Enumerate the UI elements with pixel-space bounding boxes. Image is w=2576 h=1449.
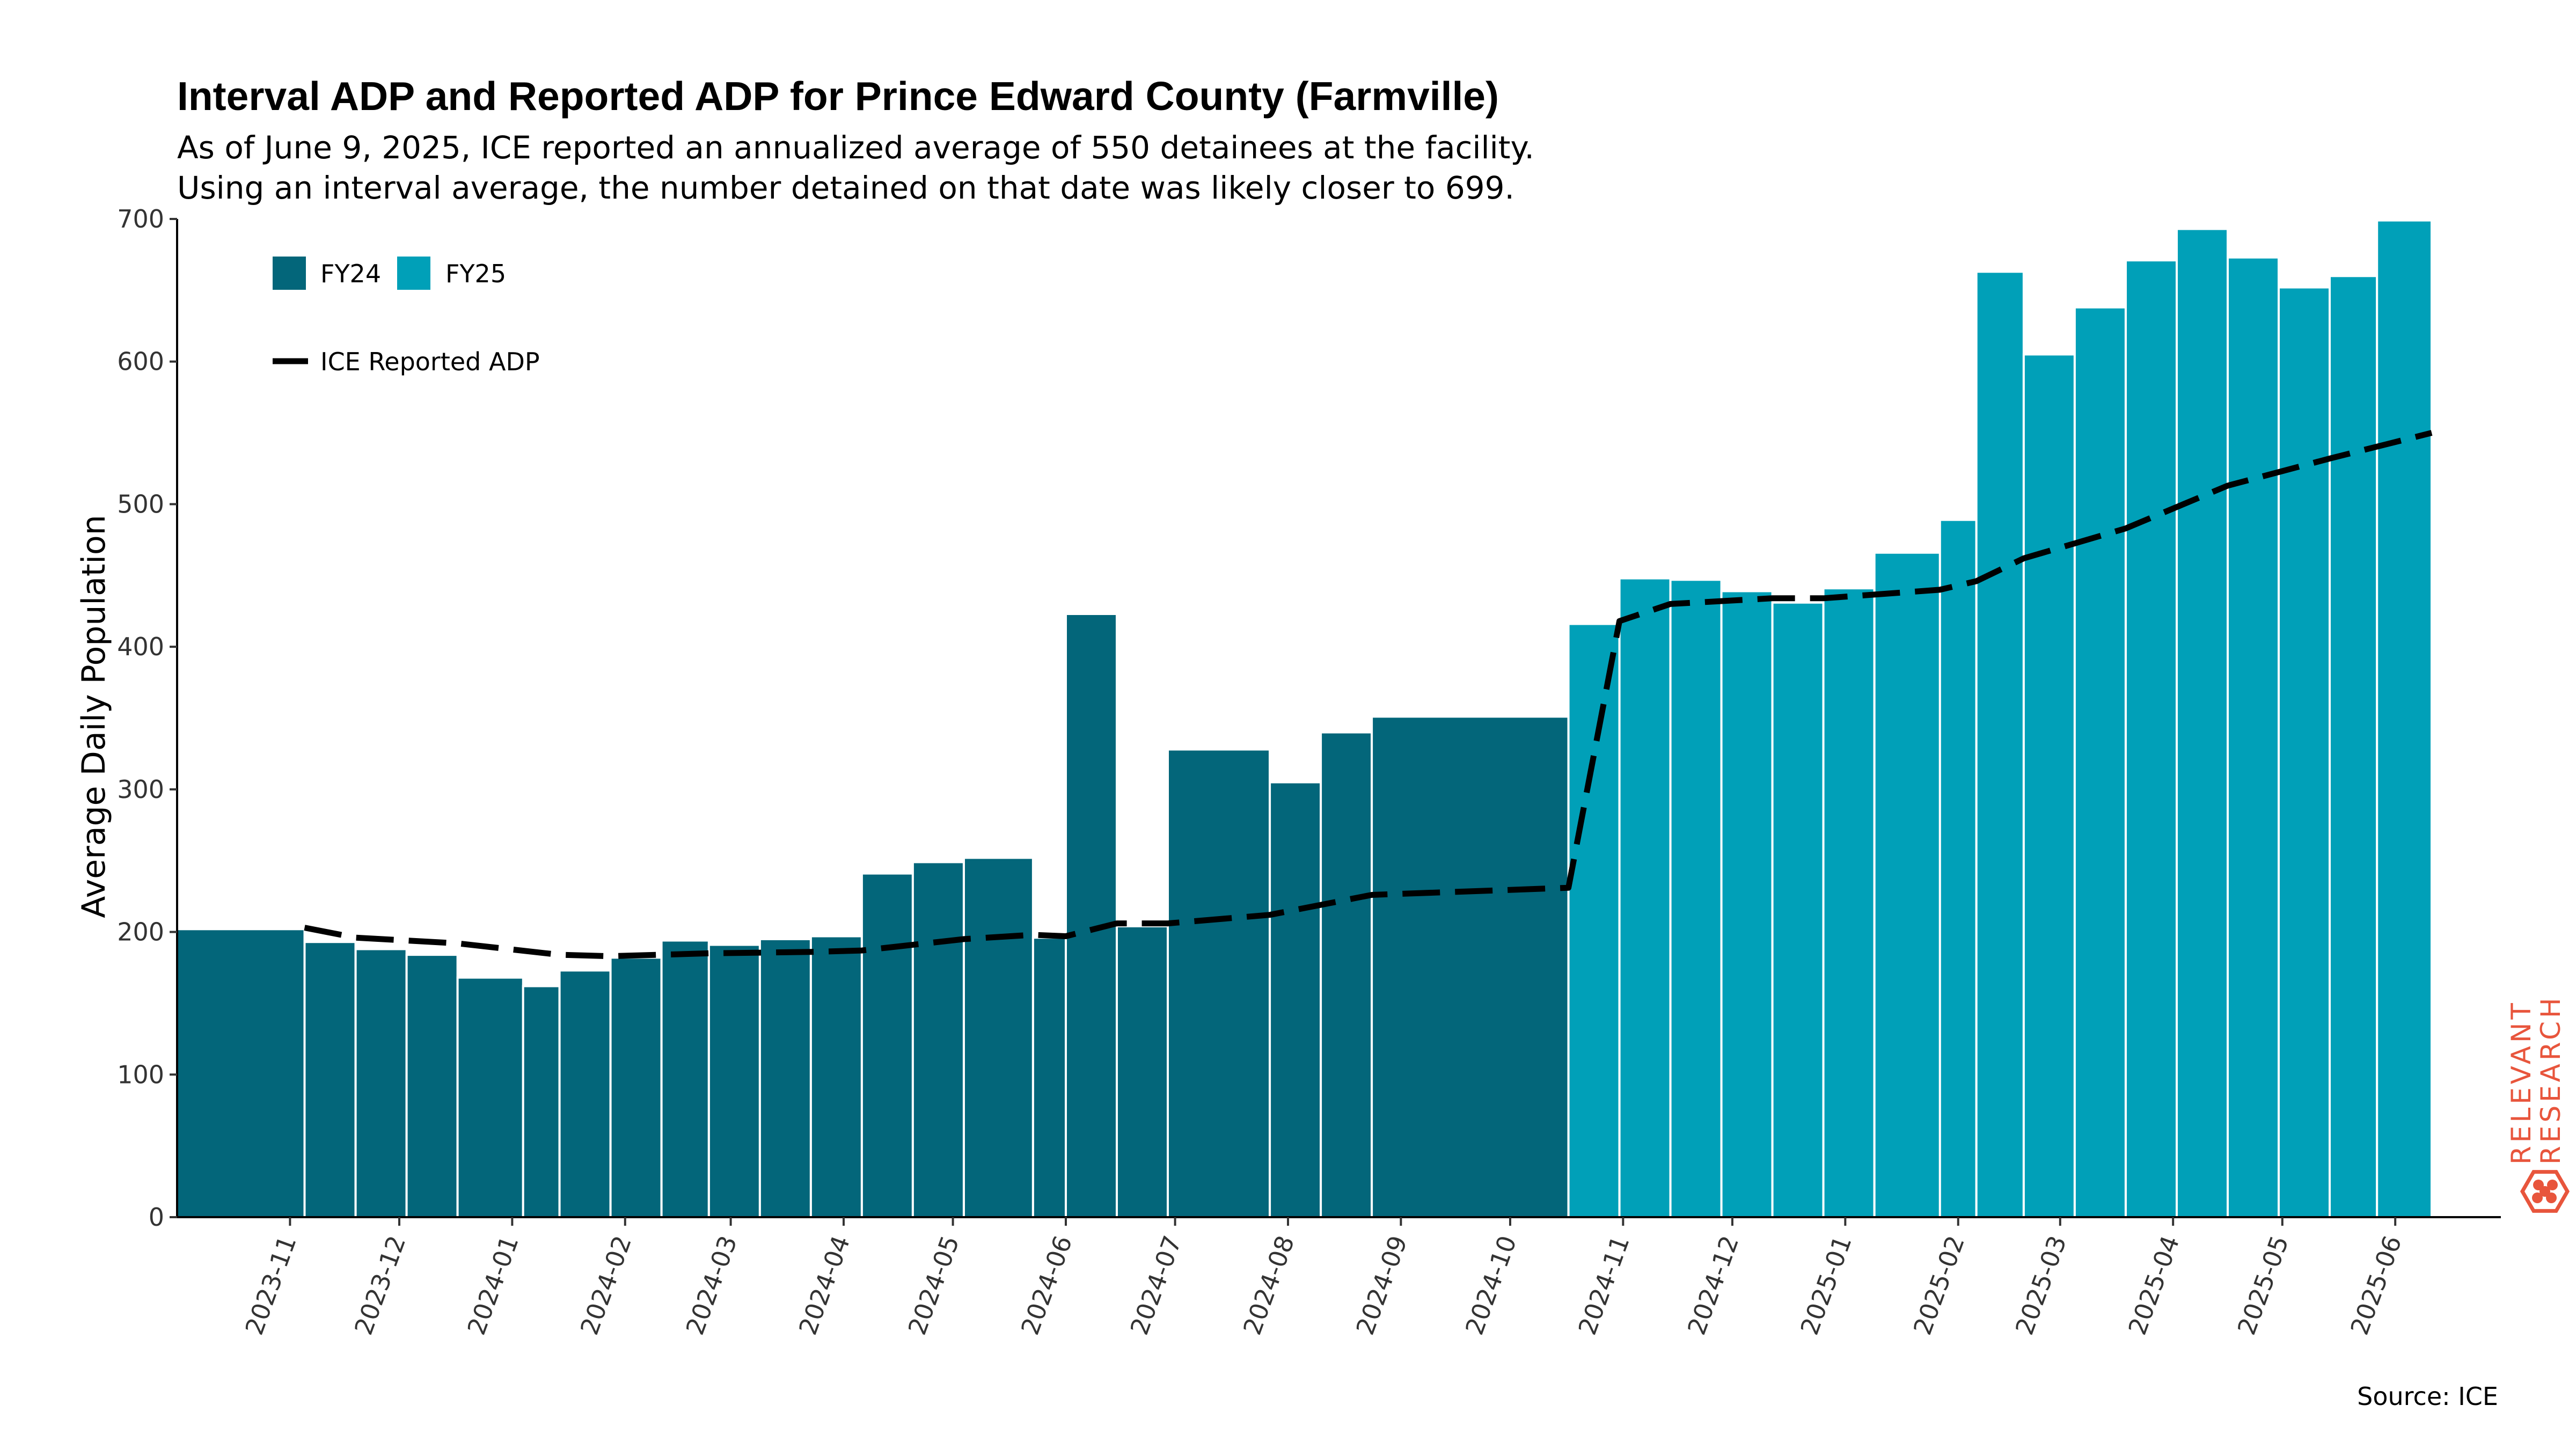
y-tick-label-700: 700 xyxy=(117,204,164,233)
reported-adp-line-group xyxy=(304,430,2433,960)
x-tick-label-2025-03: 2025-03 xyxy=(2010,1232,2072,1338)
bar-fy24-19 xyxy=(1167,748,1271,1218)
bar-fy25-13 xyxy=(2176,228,2229,1219)
bar-fy25-16 xyxy=(2329,275,2379,1218)
logo-hexagon-icon xyxy=(2520,1170,2570,1213)
x-tick-label-2024-11: 2024-11 xyxy=(1572,1232,1635,1338)
bar-fy24-15 xyxy=(963,857,1034,1218)
bar-fy25-10 xyxy=(2022,353,2076,1218)
x-tick-label-2024-01: 2024-01 xyxy=(462,1232,524,1338)
logo-text-line-2: RESEARCH xyxy=(2535,994,2566,1165)
x-tick-label-2024-10: 2024-10 xyxy=(1460,1232,1522,1338)
x-tick-label-2024-06: 2024-06 xyxy=(1015,1232,1078,1338)
logo-dot-5 xyxy=(2540,1186,2550,1197)
x-tick-label-2024-12: 2024-12 xyxy=(1682,1232,1744,1338)
y-tick-label-600: 600 xyxy=(117,347,164,376)
bar-fy24-2 xyxy=(303,941,357,1218)
x-tick-label-2024-04: 2024-04 xyxy=(793,1232,855,1338)
bar-fy24-21 xyxy=(1320,731,1373,1218)
bar-fy24-17 xyxy=(1065,613,1118,1218)
bar-fy24-1 xyxy=(176,928,306,1219)
y-axis-label: Average Daily Population xyxy=(75,515,113,918)
x-tick-label-2024-02: 2024-02 xyxy=(575,1232,637,1338)
bar-fy24-7 xyxy=(558,969,612,1219)
x-tick-label-2025-04: 2025-04 xyxy=(2123,1232,2185,1338)
bar-fy24-22 xyxy=(1371,715,1570,1219)
chart-title: Interval ADP and Reported ADP for Prince… xyxy=(177,74,1499,119)
x-tick-label-2024-03: 2024-03 xyxy=(680,1232,742,1338)
bar-fy25-1 xyxy=(1567,623,1621,1218)
bar-fy24-11 xyxy=(758,938,812,1218)
x-tick-label-2025-05: 2025-05 xyxy=(2232,1232,2294,1338)
x-tick-label-2025-02: 2025-02 xyxy=(1908,1232,1970,1338)
y-axis: 0 100 200 300 400 500 600 700 xyxy=(117,204,178,1232)
bar-fy25-7 xyxy=(1873,551,1941,1218)
y-tick-label-200: 200 xyxy=(117,918,164,947)
bar-fy24-4 xyxy=(405,954,459,1218)
legend-label-fy24: FY24 xyxy=(320,259,381,288)
y-tick-label-0: 0 xyxy=(149,1203,164,1232)
logo-text-line-1: RELEVANT xyxy=(2506,1000,2537,1165)
bar-fy25-2 xyxy=(1618,577,1672,1218)
bar-fy25-8 xyxy=(1938,518,1978,1219)
x-tick-label-2024-08: 2024-08 xyxy=(1238,1232,1300,1338)
source-note: Source: ICE xyxy=(2357,1382,2498,1411)
bar-fy25-17 xyxy=(2376,219,2433,1219)
chart-subtitle-line-1: As of June 9, 2025, ICE reported an annu… xyxy=(177,129,1534,166)
reported-adp-line xyxy=(304,430,2433,960)
bar-fy24-5 xyxy=(456,976,524,1218)
bar-fy25-9 xyxy=(1975,270,2025,1218)
bar-fy25-4 xyxy=(1720,590,1774,1218)
x-tick-label-2024-09: 2024-09 xyxy=(1350,1232,1413,1338)
bar-fy25-12 xyxy=(2125,259,2178,1219)
y-tick-label-500: 500 xyxy=(117,489,164,518)
y-tick-label-300: 300 xyxy=(117,775,164,804)
x-axis: 2023-11 2023-12 2024-01 2024-02 2024-03 2024-… xyxy=(177,1216,2501,1338)
bar-fy24-9 xyxy=(660,939,710,1218)
x-tick-label-2023-11: 2023-11 xyxy=(239,1232,302,1338)
bar-fy24-8 xyxy=(609,956,663,1219)
relevant-research-logo: RELEVANT RESEARCH xyxy=(2506,994,2570,1213)
bar-fy24-16 xyxy=(1031,936,1067,1218)
legend-label-fy25: FY25 xyxy=(445,259,506,288)
bar-fy24-18 xyxy=(1116,925,1169,1218)
bar-fy25-3 xyxy=(1669,579,1723,1218)
legend-swatch-fy25 xyxy=(397,257,430,290)
bar-fy25-11 xyxy=(2073,306,2127,1219)
legend-swatch-fy24 xyxy=(273,257,306,290)
bar-fy25-6 xyxy=(1822,587,1876,1218)
bar-fy24-14 xyxy=(911,861,965,1218)
bar-fy24-12 xyxy=(809,935,863,1218)
x-tick-label-2023-12: 2023-12 xyxy=(349,1232,411,1338)
y-tick-label-400: 400 xyxy=(117,632,164,661)
x-tick-label-2025-06: 2025-06 xyxy=(2345,1232,2407,1338)
bar-fy25-15 xyxy=(2278,286,2331,1218)
legend-label-reported-adp: ICE Reported ADP xyxy=(320,347,540,376)
bar-fy24-13 xyxy=(860,872,914,1218)
bar-fy24-20 xyxy=(1269,781,1322,1218)
bar-fy24-3 xyxy=(354,948,408,1218)
bar-fy25-14 xyxy=(2227,256,2280,1219)
bar-fy24-10 xyxy=(707,943,761,1218)
chart-subtitle-line-2: Using an interval average, the number de… xyxy=(177,170,1514,206)
x-tick-label-2024-05: 2024-05 xyxy=(902,1232,964,1338)
bars-group xyxy=(176,219,2433,1219)
logo-dot-2 xyxy=(2547,1180,2558,1190)
y-tick-label-100: 100 xyxy=(117,1060,164,1089)
logo-hexagon xyxy=(2520,1170,2570,1213)
legend: FY24 FY25 ICE Reported ADP xyxy=(273,257,540,376)
bar-fy24-6 xyxy=(522,985,561,1218)
logo-dot-3 xyxy=(2532,1192,2543,1203)
bar-fy25-5 xyxy=(1771,601,1825,1218)
x-tick-label-2025-01: 2025-01 xyxy=(1795,1232,1857,1338)
x-tick-label-2024-07: 2024-07 xyxy=(1124,1232,1187,1338)
